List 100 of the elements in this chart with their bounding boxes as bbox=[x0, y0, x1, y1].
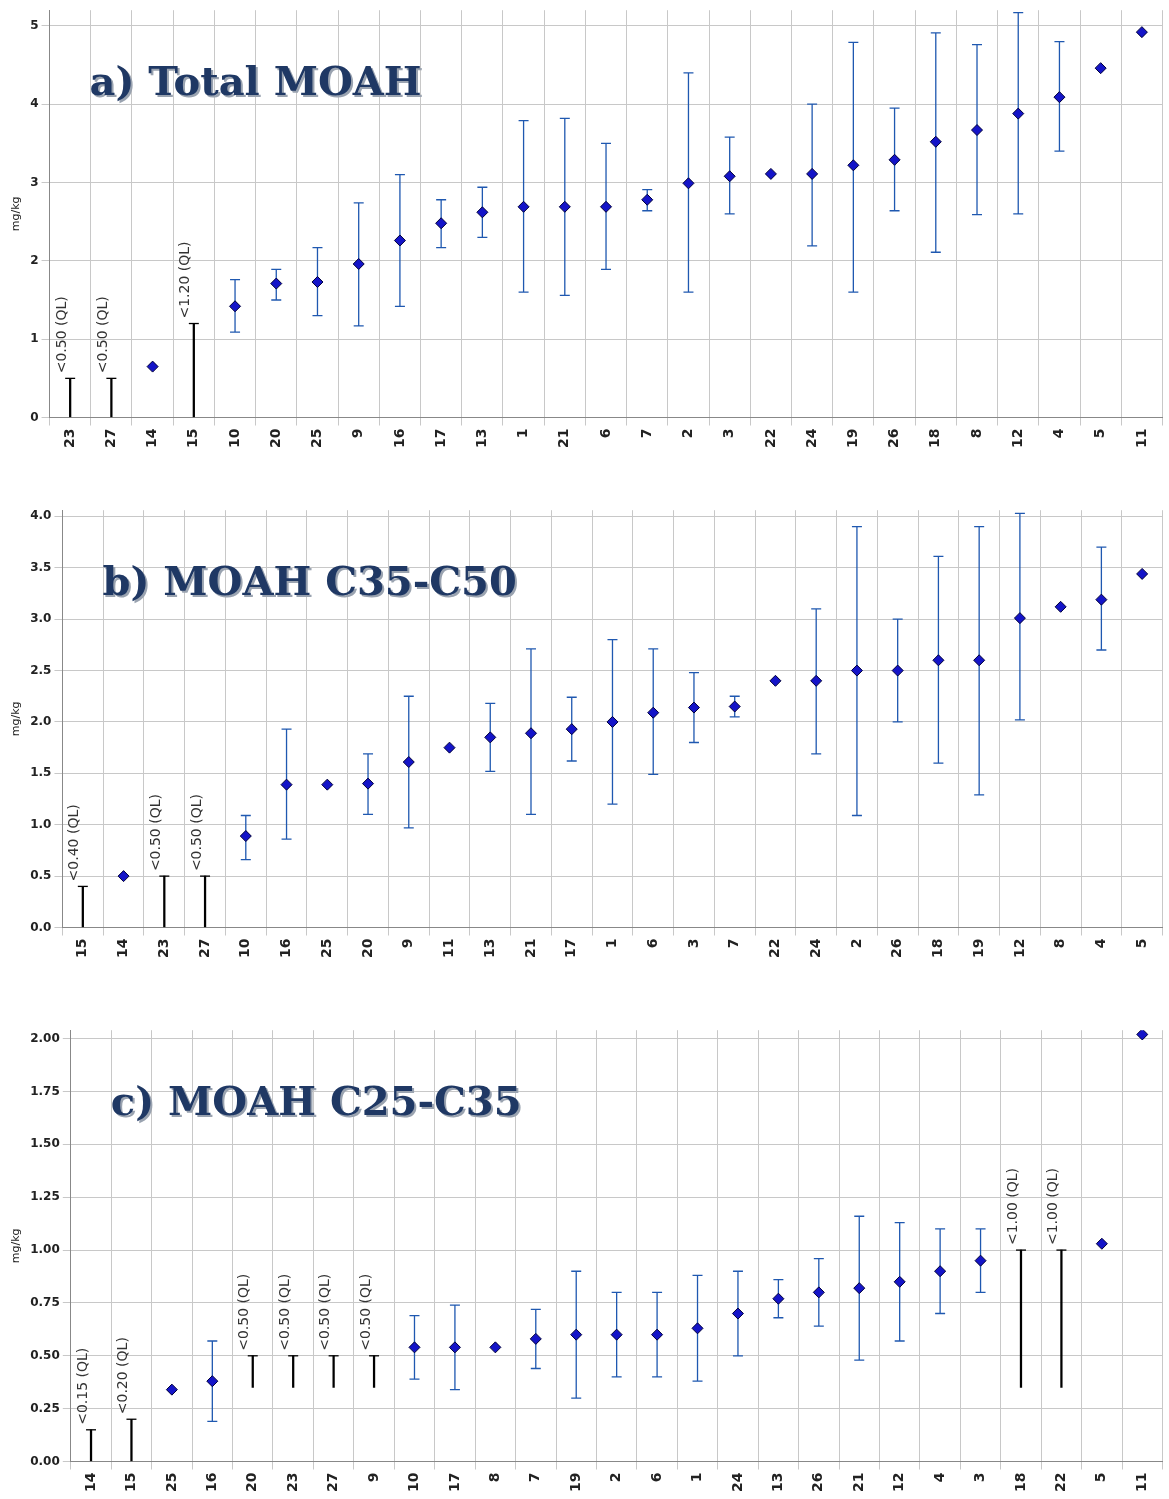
point bbox=[206, 1375, 219, 1388]
x-tick-label: 12 bbox=[890, 1472, 907, 1492]
y-tick-label: 0 bbox=[30, 409, 39, 424]
y-axis-title: mg/kg bbox=[9, 1228, 23, 1264]
x-tick-label: 25 bbox=[162, 1472, 179, 1492]
x-tick-label: 24 bbox=[802, 428, 819, 448]
point bbox=[812, 1286, 825, 1299]
x-tick-label: 26 bbox=[885, 428, 902, 448]
x-tick-label: 4 bbox=[1092, 938, 1109, 949]
y-tick-label: 1 bbox=[30, 331, 39, 346]
x-tick-label: 9 bbox=[349, 428, 366, 439]
x-tick-label: 11 bbox=[1132, 1472, 1149, 1492]
x-tick-label: 5 bbox=[1091, 428, 1108, 439]
x-tick-label: 14 bbox=[81, 1472, 98, 1492]
text: b) MOAH C35-C50 bbox=[104, 559, 519, 607]
point bbox=[448, 1341, 461, 1354]
x-tick-label: 19 bbox=[843, 428, 860, 448]
point bbox=[484, 731, 497, 744]
x-tick-label: 10 bbox=[405, 1472, 422, 1492]
point bbox=[647, 706, 660, 719]
point bbox=[270, 277, 283, 290]
data-label: <0.50 (QL) bbox=[52, 296, 69, 374]
point bbox=[806, 167, 819, 180]
x-tick-label: 14 bbox=[114, 938, 131, 958]
point bbox=[1136, 567, 1149, 580]
y-tick-label: 1.00 bbox=[30, 1242, 60, 1257]
point bbox=[402, 756, 415, 769]
point bbox=[971, 124, 984, 137]
x-tick-label: 15 bbox=[73, 938, 90, 958]
y-tick-label: 0.50 bbox=[30, 1347, 60, 1362]
y-tick-label: 1.5 bbox=[30, 765, 52, 780]
point bbox=[570, 1328, 583, 1341]
point bbox=[1054, 600, 1067, 613]
x-tick-label: 21 bbox=[849, 1472, 866, 1492]
x-tick-label: 17 bbox=[562, 938, 579, 958]
point bbox=[682, 177, 695, 190]
y-axis-title: mg/kg bbox=[9, 196, 23, 232]
x-tick-label: 6 bbox=[596, 428, 613, 439]
x-tick-label: 17 bbox=[431, 428, 448, 448]
bar bbox=[332, 1355, 335, 1388]
x-tick-label: 11 bbox=[440, 938, 457, 958]
point bbox=[610, 1328, 623, 1341]
bar bbox=[130, 1418, 133, 1462]
y-tick-label: 2.0 bbox=[30, 714, 52, 729]
y-tick-label: 0.0 bbox=[30, 919, 52, 934]
x-tick-label: 7 bbox=[526, 1472, 543, 1483]
x-tick-label: 8 bbox=[967, 428, 984, 439]
y-tick-label: 0.25 bbox=[30, 1400, 60, 1415]
point bbox=[973, 654, 986, 667]
x-tick-label: 12 bbox=[1008, 428, 1025, 448]
x-tick-label: 3 bbox=[684, 938, 701, 949]
x-tick-label: 21 bbox=[555, 428, 572, 448]
x-tick-label: 2 bbox=[847, 938, 864, 949]
point bbox=[117, 870, 130, 883]
bar bbox=[1060, 1249, 1063, 1388]
x-tick-label: 5 bbox=[1132, 938, 1149, 949]
x-tick-label: 22 bbox=[761, 428, 778, 448]
point bbox=[641, 193, 654, 206]
point bbox=[728, 700, 741, 713]
y-tick-label: 1.75 bbox=[30, 1083, 60, 1098]
y-tick-label: 4 bbox=[30, 96, 39, 111]
y-tick-label: 3.0 bbox=[30, 611, 52, 626]
x-tick-label: 7 bbox=[725, 938, 742, 949]
text: c) MOAH C25-C35 bbox=[112, 1079, 524, 1127]
x-tick-label: 8 bbox=[486, 1472, 502, 1483]
point bbox=[476, 206, 489, 219]
x-tick-label: 23 bbox=[283, 1472, 300, 1492]
x-tick-label: 23 bbox=[154, 938, 171, 958]
point bbox=[489, 1341, 502, 1354]
x-tick-label: 6 bbox=[643, 938, 660, 949]
y-tick-label: 1.25 bbox=[30, 1189, 60, 1204]
point bbox=[764, 167, 777, 180]
x-tick-label: 20 bbox=[243, 1472, 260, 1492]
x-tick-label: 24 bbox=[728, 1472, 745, 1492]
x-tick-label: 15 bbox=[184, 428, 201, 448]
y-tick-label: 3.5 bbox=[30, 559, 52, 574]
data-label: <0.50 (QL) bbox=[235, 1273, 252, 1351]
point bbox=[408, 1341, 421, 1354]
data-label: <0.40 (QL) bbox=[65, 804, 82, 882]
y-tick-label: 0.75 bbox=[30, 1295, 60, 1310]
point bbox=[443, 741, 456, 754]
data-label: <1.00 (QL) bbox=[1003, 1167, 1020, 1246]
data-label: <1.00 (QL) bbox=[1044, 1167, 1061, 1246]
y-tick-label: 1.0 bbox=[30, 816, 52, 831]
y-tick-label: 1.50 bbox=[30, 1136, 60, 1151]
bar bbox=[292, 1355, 295, 1388]
point bbox=[893, 1275, 906, 1288]
x-tick-label: 3 bbox=[720, 428, 737, 439]
point bbox=[321, 778, 334, 791]
point bbox=[1095, 593, 1108, 606]
y-tick-label: 2 bbox=[30, 252, 39, 267]
x-tick-label: 10 bbox=[236, 938, 253, 958]
data-label: <1.20 (QL) bbox=[176, 241, 193, 319]
data-label: <0.50 (QL) bbox=[275, 1273, 292, 1351]
point bbox=[529, 1332, 542, 1345]
x-tick-label: 13 bbox=[769, 1472, 786, 1492]
point bbox=[565, 723, 578, 736]
x-tick-label: 18 bbox=[929, 938, 946, 958]
point bbox=[850, 664, 863, 677]
x-tick-label: 25 bbox=[308, 428, 325, 448]
